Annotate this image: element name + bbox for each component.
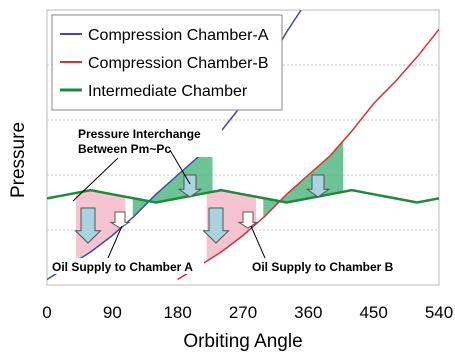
x-axis-title: Orbiting Angle	[183, 331, 302, 352]
annotation-interchange-line2: Between Pm~Pc	[78, 142, 171, 156]
x-tick-labels: 0 90 180 270 360 450 540	[42, 303, 453, 322]
arrow-interchange-b-top	[305, 174, 331, 198]
x-tick-0: 0	[42, 303, 51, 322]
arrow-oil-b	[237, 211, 259, 229]
leader-line-oil-a	[107, 225, 123, 259]
x-tick-540: 540	[425, 303, 453, 322]
arrow-interchange-b-down	[202, 207, 230, 244]
legend-label-a: Compression Chamber-A	[88, 27, 269, 44]
leader-line-interchange-2	[169, 149, 191, 185]
annotation-interchange-line1: Pressure Interchange	[78, 127, 201, 141]
x-tick-270: 270	[229, 303, 257, 322]
annotation-oil-a: Oil Supply to Chamber A	[48, 225, 204, 274]
legend-label-intermediate: Intermediate Chamber	[88, 83, 248, 100]
x-tick-360: 360	[294, 303, 322, 322]
annotation-oil-a-text: Oil Supply to Chamber A	[52, 260, 193, 274]
arrow-oil-a	[109, 211, 131, 229]
series-line-1	[177, 28, 439, 281]
y-axis-title: Pressure	[8, 122, 29, 198]
annotation-interchange: Pressure Interchange Between Pm~Pc	[72, 125, 222, 202]
leader-line-interchange-1	[72, 157, 119, 202]
flow-arrows	[74, 174, 331, 244]
legend: Compression Chamber-A Compression Chambe…	[51, 14, 283, 111]
x-tick-90: 90	[103, 303, 122, 322]
x-tick-450: 450	[359, 303, 387, 322]
legend-label-b: Compression Chamber-B	[88, 55, 269, 72]
arrow-interchange-a-down	[74, 207, 102, 244]
arrow-interchange-a-top	[177, 174, 203, 198]
legend-box	[51, 14, 283, 111]
series-line-2	[47, 188, 439, 204]
leader-line-oil-b	[250, 225, 266, 259]
annotation-oil-b-text: Oil Supply to Chamber B	[252, 260, 394, 274]
annotation-oil-b: Oil Supply to Chamber B	[248, 225, 404, 274]
x-tick-180: 180	[163, 303, 191, 322]
